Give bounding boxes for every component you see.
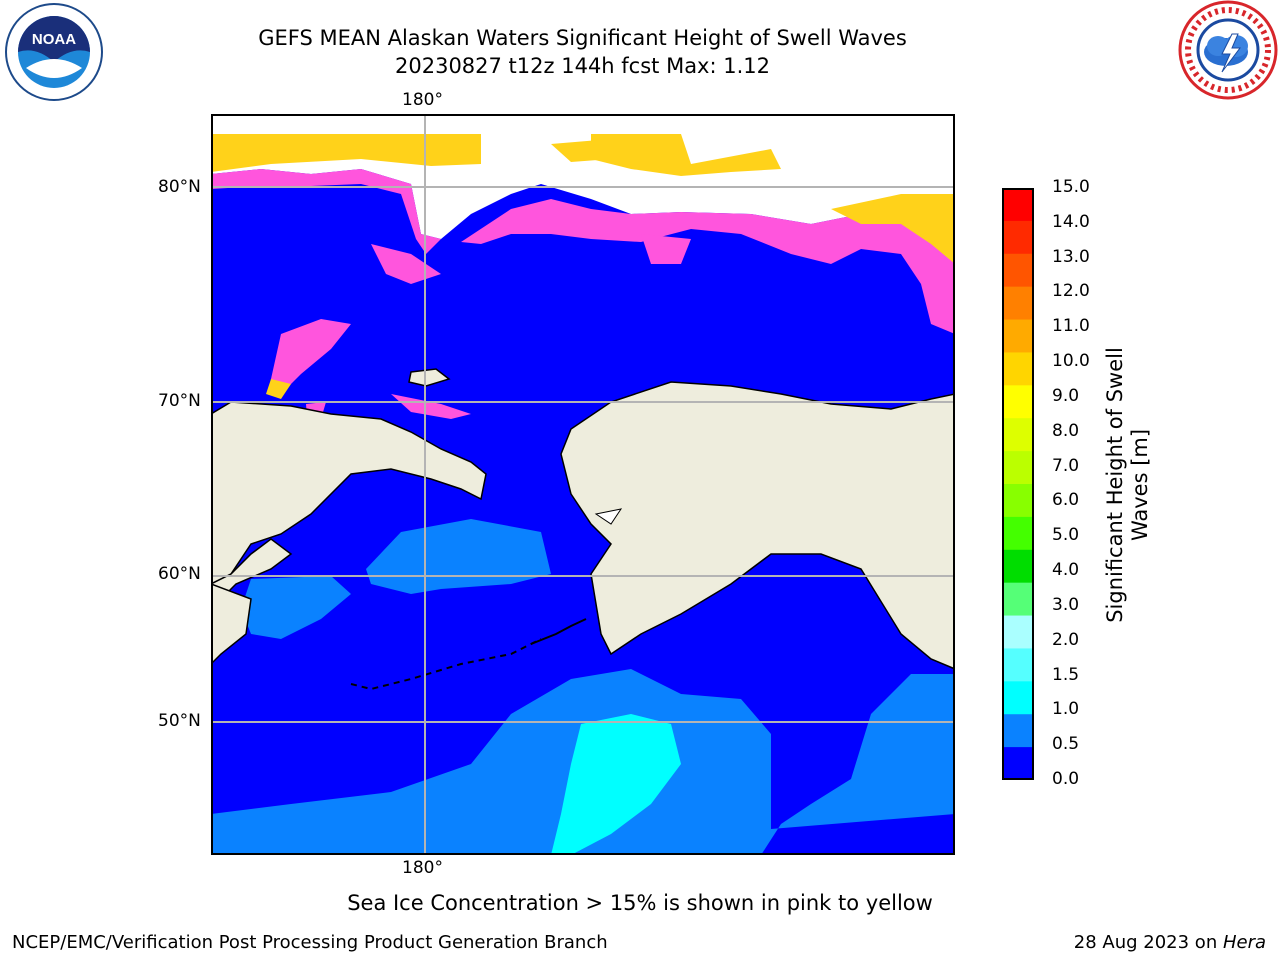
colorbar-segment [1002,516,1034,551]
colorbar-segment [1002,549,1034,584]
colorbar-segment [1002,451,1034,485]
colorbar-tick-label: 4.0 [1052,560,1080,581]
alaska-swell-map [211,114,955,855]
colorbar-tick-label: 12.0 [1052,281,1090,302]
colorbar-tick-label: 0.0 [1052,769,1080,789]
colorbar-segment [1002,615,1034,649]
national-weather-service-logo [1178,0,1278,100]
latitude-label-50n: 50°N [158,711,201,731]
longitude-label-top: 180° [402,90,443,110]
swell-band-1-1.5m [551,714,681,855]
latitude-label-70n: 70°N [158,391,201,411]
colorbar [1002,188,1034,780]
colorbar-tick-label: 11.0 [1052,316,1090,337]
colorbar-tick-label: 2.0 [1052,629,1080,650]
footer-branch: NCEP/EMC/Verification Post Processing Pr… [12,932,608,953]
colorbar-tick-label: 10.0 [1052,351,1090,372]
colorbar-segment [1002,714,1034,748]
colorbar-tick-label: 3.0 [1052,594,1080,615]
colorbar-tick-label: 13.0 [1052,246,1090,267]
colorbar-segment [1002,418,1034,452]
colorbar-tick-label: 6.0 [1052,490,1080,511]
chart-title: GEFS MEAN Alaskan Waters Significant Hei… [258,26,907,50]
colorbar-segment [1002,319,1034,353]
colorbar-segment [1002,385,1034,419]
colorbar-segment [1002,286,1034,321]
colorbar-segment [1002,681,1034,715]
colorbar-tick-label: 1.0 [1052,699,1080,720]
longitude-label-bottom: 180° [402,858,443,878]
svg-text:NOAA: NOAA [32,31,76,48]
colorbar-segment [1002,648,1034,682]
colorbar-tick-label: 15.0 [1052,177,1090,197]
chart-subtitle: 20230827 t12z 144h fcst Max: 1.12 [395,54,770,78]
sea-ice-note: Sea Ice Concentration > 15% is shown in … [347,891,933,915]
colorbar-segment [1002,484,1034,518]
footer-date: 28 Aug 2023 on Hera [1073,932,1266,953]
colorbar-tick-label: 8.0 [1052,420,1080,441]
land-chukotka [211,401,487,585]
colorbar-segment [1002,220,1034,255]
colorbar-label: Significant Height of Swell Waves [m] [1103,347,1152,623]
colorbar-tick-label: 14.0 [1052,211,1090,232]
noaa-logo: NOAA [5,3,103,101]
colorbar-tick-label: 7.0 [1052,455,1080,476]
colorbar-tick-label: 1.5 [1052,664,1080,685]
colorbar-segment [1002,188,1034,222]
colorbar-tick-label: 0.5 [1052,734,1080,755]
colorbar-tick-label: 5.0 [1052,525,1080,546]
colorbar-segment [1002,582,1034,617]
latitude-label-80n: 80°N [158,177,201,197]
colorbar-segment [1002,253,1034,288]
colorbar-segment [1002,747,1034,780]
latitude-label-60n: 60°N [158,564,201,584]
land-alaska [560,381,955,670]
colorbar-segment [1002,352,1034,386]
colorbar-tick-label: 9.0 [1052,385,1080,406]
